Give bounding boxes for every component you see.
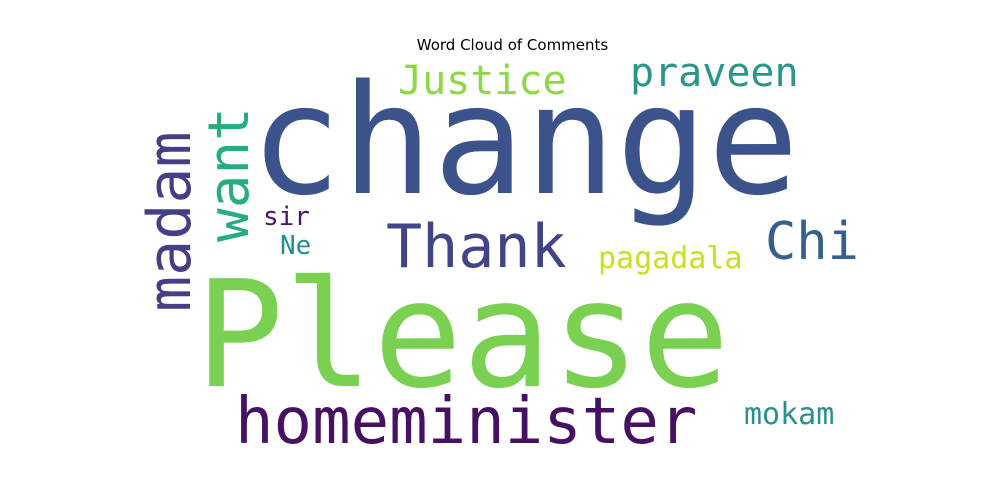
word-change: change [250, 52, 799, 229]
word-praveen: praveen [630, 50, 799, 96]
word-mokam: mokam [744, 397, 834, 432]
word-sir: sir [263, 202, 310, 232]
word-pagadala: pagadala [598, 241, 743, 276]
word-justice: Justice [398, 58, 567, 104]
word-homeminister: homeminister [235, 385, 697, 459]
word-please: Please [195, 249, 730, 421]
word-chi: Chi [765, 212, 859, 272]
word-thank: Thank [386, 212, 567, 282]
word-want: want [197, 107, 262, 242]
chart-title: Word Cloud of Comments [416, 36, 609, 54]
word-madam: madam [135, 131, 205, 312]
word-ne: Ne [280, 231, 311, 261]
